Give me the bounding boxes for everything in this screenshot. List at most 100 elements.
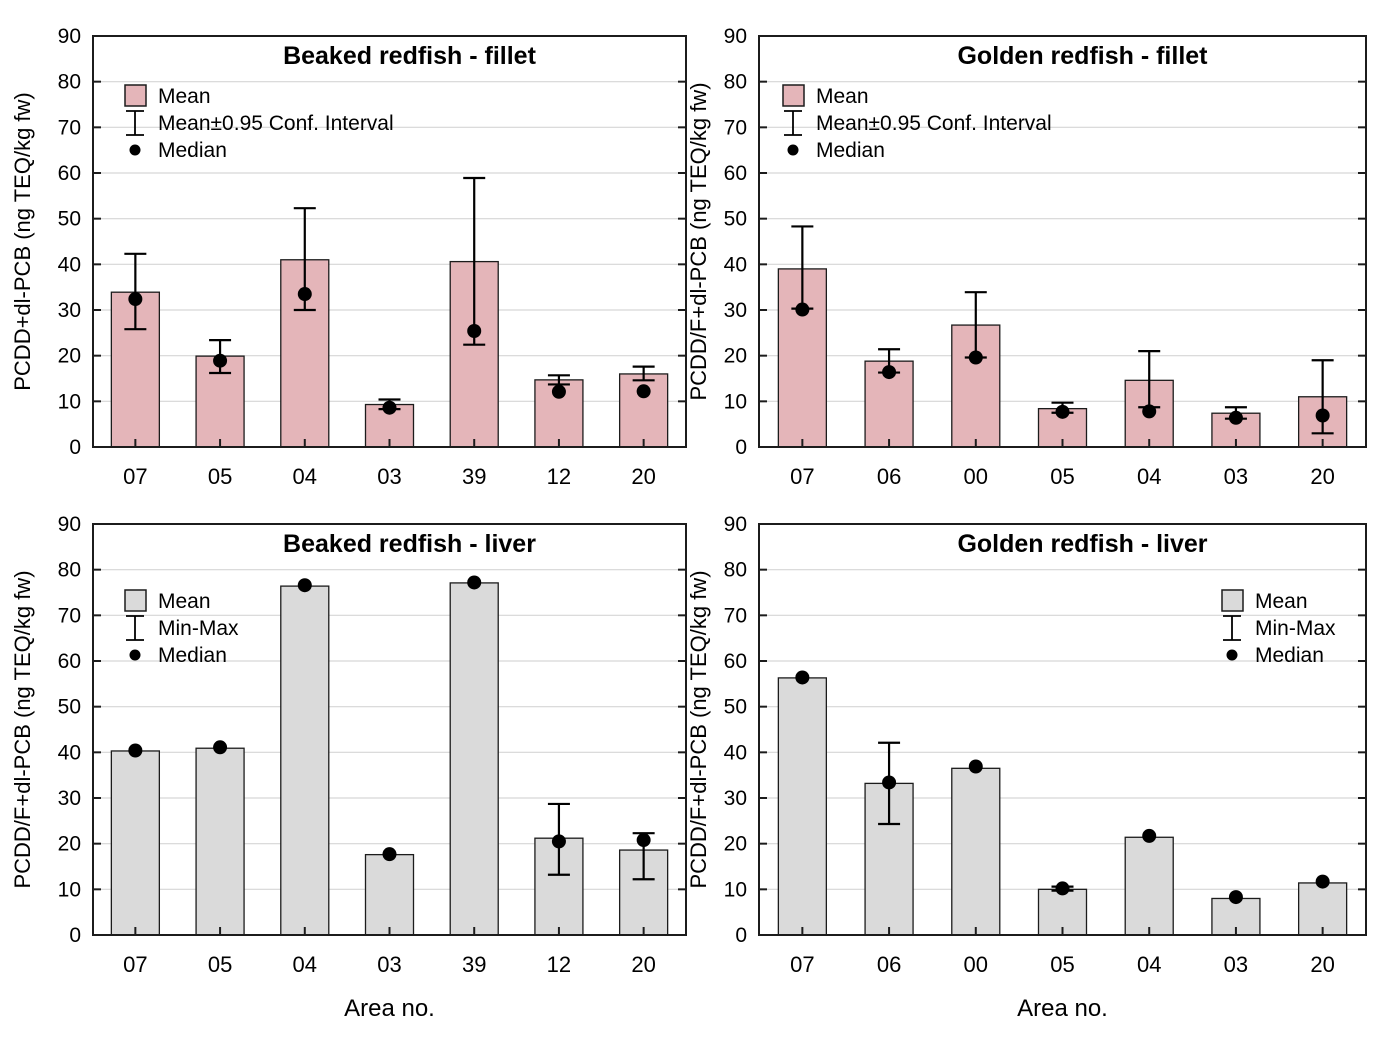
legend: Mean Min-Max Median bbox=[124, 589, 239, 667]
median-dot-05 bbox=[213, 740, 228, 755]
y-tick-label: 70 bbox=[58, 604, 81, 627]
median-dot-07 bbox=[795, 670, 810, 685]
legend-label: Mean bbox=[158, 85, 211, 108]
plot-frame bbox=[758, 523, 1367, 936]
y-tick-label: 60 bbox=[58, 162, 81, 185]
legend-mean-swatch bbox=[782, 84, 805, 107]
chart-title: Beaked redfish - fillet bbox=[283, 42, 537, 70]
median-dot-06 bbox=[882, 775, 897, 790]
x-tick-label: 00 bbox=[964, 464, 988, 489]
legend: Mean Mean±0.95 Conf. Interval Median bbox=[124, 84, 394, 162]
median-dot-12 bbox=[551, 384, 566, 399]
y-tick-label: 0 bbox=[735, 436, 747, 459]
median-dot-12 bbox=[551, 834, 566, 849]
chart-title: Golden redfish - fillet bbox=[957, 42, 1208, 70]
y-tick-label: 0 bbox=[69, 436, 81, 459]
median-dot-03 bbox=[382, 847, 397, 862]
legend: Mean Mean±0.95 Conf. Interval Median bbox=[782, 84, 1052, 162]
bar-04 bbox=[1124, 836, 1174, 936]
legend-label: Mean±0.95 Conf. Interval bbox=[816, 112, 1052, 135]
y-tick-label: 60 bbox=[724, 162, 747, 185]
bar-00 bbox=[951, 767, 1001, 936]
legend-errorbar-icon bbox=[126, 110, 144, 136]
y-tick-label: 30 bbox=[58, 787, 81, 810]
x-tick-label: 04 bbox=[1137, 464, 1161, 489]
x-tick-label: 20 bbox=[1310, 952, 1334, 977]
median-dot-04 bbox=[297, 287, 312, 302]
median-dot-04 bbox=[297, 578, 312, 593]
errorbar-12 bbox=[547, 374, 570, 386]
x-tick-label: 07 bbox=[123, 952, 147, 977]
bar-05 bbox=[195, 747, 245, 936]
errorbar-39 bbox=[463, 176, 486, 346]
y-tick-label: 70 bbox=[58, 116, 81, 139]
median-dot-39 bbox=[467, 324, 482, 339]
y-tick-label: 20 bbox=[724, 345, 747, 368]
legend-mean-swatch bbox=[124, 84, 147, 107]
y-tick-label: 60 bbox=[58, 650, 81, 673]
x-tick-label: 39 bbox=[462, 952, 486, 977]
y-tick-label: 90 bbox=[58, 513, 81, 536]
legend-label: Mean bbox=[816, 85, 869, 108]
y-tick-label: 40 bbox=[58, 741, 81, 764]
x-tick-label: 05 bbox=[1050, 464, 1074, 489]
y-tick-label: 0 bbox=[69, 924, 81, 947]
legend-median-dot-icon bbox=[129, 649, 141, 661]
median-dot-03 bbox=[1228, 410, 1243, 425]
x-tick-label: 05 bbox=[1050, 952, 1074, 977]
chart-title: Beaked redfish - liver bbox=[283, 530, 536, 558]
y-tick-label: 60 bbox=[724, 650, 747, 673]
median-dot-03 bbox=[382, 400, 397, 415]
legend-label: Median bbox=[816, 139, 885, 162]
median-dot-07 bbox=[795, 302, 810, 317]
x-tick-label: 05 bbox=[208, 464, 232, 489]
x-tick-label: 00 bbox=[964, 952, 988, 977]
legend-median-dot-icon bbox=[129, 144, 141, 156]
legend-label: Median bbox=[158, 139, 227, 162]
median-dot-39 bbox=[467, 575, 482, 590]
legend-errorbar-icon bbox=[784, 110, 802, 136]
y-tick-label: 30 bbox=[724, 299, 747, 322]
y-tick-label: 20 bbox=[724, 833, 747, 856]
x-tick-label: 03 bbox=[1224, 952, 1248, 977]
y-tick-label: 90 bbox=[724, 513, 747, 536]
y-tick-label: 80 bbox=[724, 71, 747, 94]
y-axis-label: PCDD/F+dl-PCB (ng TEQ/kg fw) bbox=[686, 82, 711, 400]
x-tick-label: 39 bbox=[462, 464, 486, 489]
y-tick-label: 50 bbox=[58, 208, 81, 231]
y-axis-label: PCDD+dl-PCB (ng TEQ/kg fw) bbox=[10, 92, 35, 391]
x-tick-label: 20 bbox=[631, 952, 655, 977]
y-tick-label: 70 bbox=[724, 116, 747, 139]
x-tick-label: 20 bbox=[631, 464, 655, 489]
x-axis-label: Area no. bbox=[344, 995, 435, 1022]
x-tick-label: 03 bbox=[377, 952, 401, 977]
y-tick-label: 30 bbox=[724, 787, 747, 810]
x-tick-label: 03 bbox=[377, 464, 401, 489]
y-tick-label: 10 bbox=[58, 390, 81, 413]
x-tick-label: 06 bbox=[877, 464, 901, 489]
legend-label: Mean bbox=[158, 590, 211, 613]
legend-label: Min-Max bbox=[1255, 617, 1336, 640]
median-dot-05 bbox=[1055, 404, 1070, 419]
legend-errorbar-icon bbox=[1223, 615, 1241, 641]
y-tick-label: 80 bbox=[58, 71, 81, 94]
bar-04 bbox=[280, 585, 330, 936]
median-dot-03 bbox=[1228, 890, 1243, 905]
x-tick-label: 04 bbox=[293, 952, 317, 977]
y-axis-label: PCDD/F+dl-PCB (ng TEQ/kg fw) bbox=[686, 570, 711, 888]
legend-label: Mean bbox=[1255, 590, 1308, 613]
y-tick-label: 0 bbox=[735, 924, 747, 947]
median-dot-04 bbox=[1142, 404, 1157, 419]
errorbar-07 bbox=[124, 252, 147, 331]
legend: Mean Min-Max Median bbox=[1221, 589, 1336, 667]
y-tick-label: 10 bbox=[724, 390, 747, 413]
y-tick-label: 90 bbox=[724, 25, 747, 48]
median-dot-05 bbox=[213, 353, 228, 368]
median-dot-20 bbox=[1315, 408, 1330, 423]
y-tick-label: 70 bbox=[724, 604, 747, 627]
x-tick-label: 05 bbox=[208, 952, 232, 977]
bar-07 bbox=[110, 750, 161, 936]
y-tick-label: 10 bbox=[724, 878, 747, 901]
legend-label: Median bbox=[158, 644, 227, 667]
